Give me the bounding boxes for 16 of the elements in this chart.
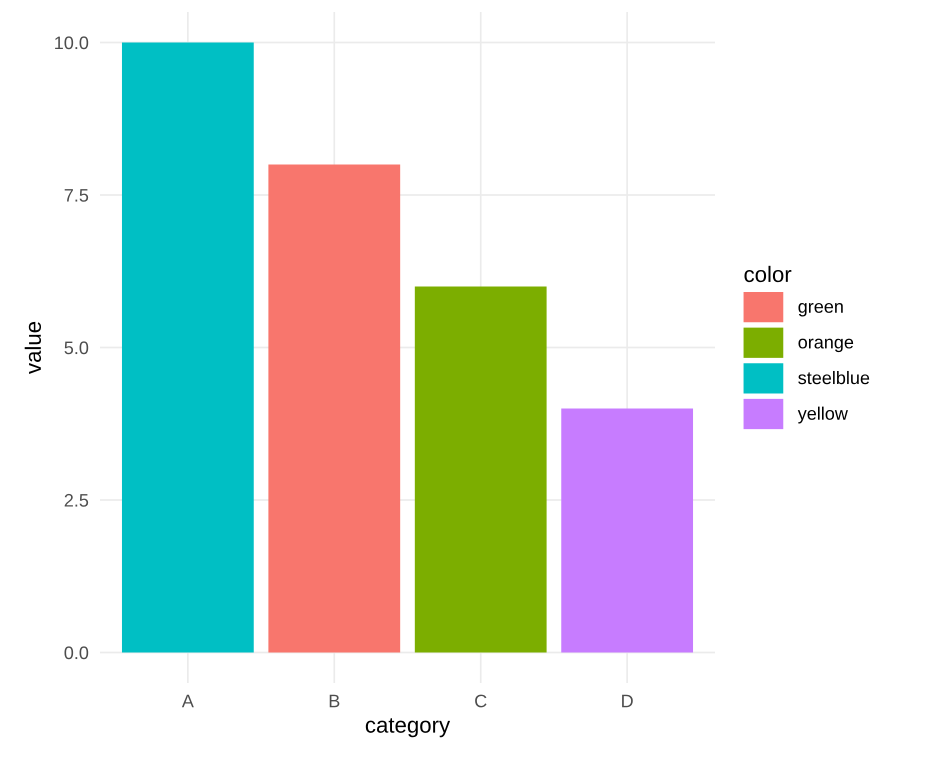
legend-label: yellow	[798, 406, 848, 424]
x-tick-label: C	[475, 694, 487, 708]
legend-title: color	[744, 266, 792, 282]
legend-label: green	[798, 303, 843, 316]
y-tick-label: 10.0	[55, 36, 88, 50]
y-tick-label: 5.0	[64, 341, 88, 354]
legend-label: orange	[798, 338, 854, 352]
x-tick-label: B	[330, 694, 340, 708]
y-tick-label: 7.5	[64, 189, 88, 202]
y-axis-title: value	[24, 322, 42, 374]
x-tick-label: A	[182, 694, 194, 708]
y-tick-label: 0.0	[64, 646, 88, 660]
x-tick-label: D	[622, 694, 633, 708]
x-axis-title: category	[366, 718, 450, 738]
legend-label: steelblue	[798, 370, 870, 384]
y-tick-label: 2.5	[64, 494, 88, 507]
